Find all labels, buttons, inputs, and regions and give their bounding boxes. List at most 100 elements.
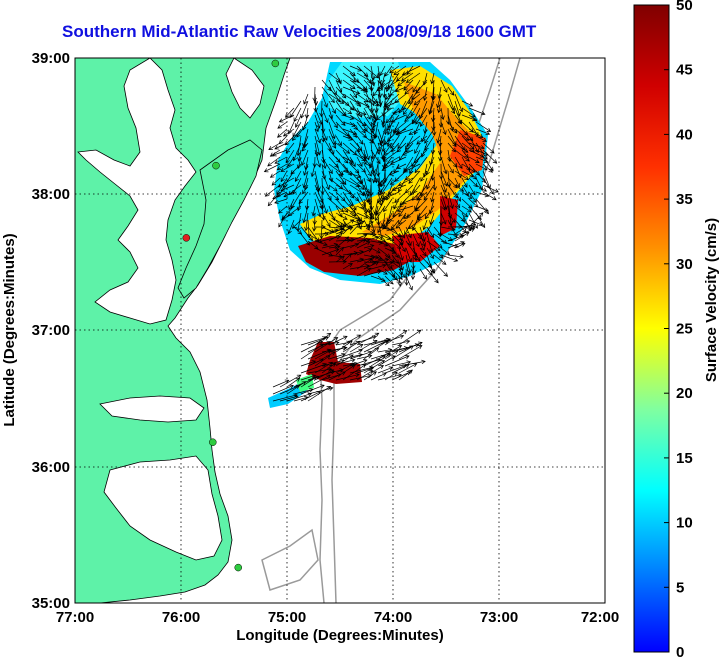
colorbar-tick-label: 35 — [676, 191, 693, 208]
velocity-arrow — [398, 329, 422, 346]
velocity-arrow — [461, 107, 476, 118]
velocity-arrow — [272, 384, 294, 395]
velocity-arrow — [417, 212, 428, 221]
velocity-arrow — [412, 247, 421, 262]
velocity-arrow — [405, 135, 414, 151]
y-axis-label: Latitude (Degrees:Minutes) — [1, 233, 18, 426]
velocity-arrow — [461, 135, 475, 150]
velocity-arrow — [394, 86, 407, 93]
colorbar-tick-label: 10 — [676, 515, 693, 532]
y-tick-label: 35:00 — [32, 595, 70, 612]
velocity-arrow — [363, 72, 372, 84]
velocity-arrow — [390, 135, 400, 149]
velocity-arrow — [269, 170, 281, 178]
velocity-arrow — [454, 142, 469, 153]
velocity-arrow — [382, 191, 400, 200]
velocity-arrow — [386, 114, 400, 131]
velocity-arrow — [267, 156, 281, 167]
velocity-arrow — [293, 226, 303, 235]
velocity-arrow — [328, 335, 348, 346]
velocity-arrow — [349, 220, 365, 228]
velocity-arrow — [454, 177, 461, 188]
velocity-arrow — [447, 212, 456, 224]
velocity-arrow — [290, 163, 302, 175]
velocity-arrow — [328, 93, 345, 104]
velocity-arrow — [328, 114, 338, 129]
velocity-arrow — [328, 232, 344, 242]
velocity-arrow — [321, 86, 335, 104]
velocity-arrow — [426, 170, 435, 190]
velocity-arrow — [349, 223, 361, 235]
velocity-arrow — [370, 263, 387, 270]
colorbar-tick-label: 40 — [676, 126, 693, 143]
velocity-arrow — [300, 336, 327, 346]
velocity-arrow — [349, 93, 362, 108]
velocity-arrow — [349, 156, 356, 168]
velocity-arrow — [422, 86, 428, 102]
velocity-arrow — [370, 72, 376, 87]
velocity-arrow — [396, 163, 407, 169]
x-tick-label: 74:00 — [374, 609, 412, 626]
velocity-arrow — [377, 93, 383, 108]
velocity-arrow — [314, 149, 322, 168]
velocity-arrow — [468, 107, 486, 116]
velocity-arrow — [412, 233, 420, 248]
velocity-arrow — [280, 212, 295, 221]
velocity-arrow — [400, 72, 414, 82]
velocity-arrow — [420, 114, 428, 127]
velocity-arrow — [304, 198, 310, 211]
velocity-arrow — [293, 395, 309, 402]
velocity-arrow — [288, 198, 295, 211]
velocity-arrow — [414, 156, 428, 174]
velocity-arrow — [335, 354, 354, 367]
velocity-arrow — [349, 86, 358, 99]
velocity-arrow — [289, 100, 302, 119]
velocity-arrow — [356, 184, 365, 197]
grid-lines — [75, 58, 605, 603]
velocity-arrow — [468, 114, 478, 122]
velocity-arrow — [391, 364, 410, 374]
velocity-arrow — [263, 163, 281, 173]
velocity-arrow — [436, 93, 442, 109]
velocity-arrow — [374, 205, 386, 222]
velocity-arrow — [314, 240, 328, 247]
velocity-arrow — [300, 343, 324, 360]
velocity-arrow — [384, 371, 398, 381]
velocity-arrow — [396, 205, 414, 213]
velocity-arrow — [419, 268, 427, 280]
velocity-arrow — [377, 345, 403, 360]
velocity-arrow — [461, 177, 468, 188]
velocity-arrow — [356, 149, 367, 165]
velocity-arrow — [419, 233, 426, 247]
delaware-bay — [225, 58, 265, 119]
velocity-arrow — [437, 100, 442, 114]
velocity-arrow — [426, 233, 434, 254]
albemarle-sound — [99, 395, 205, 423]
velocity-arrow — [432, 121, 437, 137]
colorbar-tick-label: 5 — [676, 579, 684, 596]
velocity-arrow — [391, 345, 414, 360]
velocity-arrow — [300, 340, 324, 353]
velocity-arrow — [426, 268, 439, 284]
velocity-arrow — [335, 255, 345, 263]
velocity-arrow — [363, 170, 371, 183]
velocity-arrow — [300, 360, 317, 367]
velocity-arrow — [391, 360, 412, 367]
velocity-arrow — [372, 163, 379, 184]
velocity-arrow — [342, 364, 367, 381]
velocity-arrow — [440, 107, 445, 121]
colorbar-tick-label: 25 — [676, 321, 693, 338]
velocity-arrow — [405, 275, 413, 291]
velocity-arrow — [321, 170, 330, 191]
velocity-arrow — [367, 184, 373, 206]
velocity-arrow — [398, 369, 413, 381]
velocity-arrow — [363, 212, 373, 220]
velocity-arrow — [370, 156, 376, 174]
velocity-arrow — [285, 149, 295, 164]
velocity-arrow — [280, 184, 295, 192]
velocity-arrow — [475, 128, 491, 136]
velocity-arrow — [274, 198, 288, 205]
velocity-arrow — [286, 381, 307, 395]
velocity-arrow — [398, 226, 406, 239]
velocity-arrow — [342, 107, 353, 115]
